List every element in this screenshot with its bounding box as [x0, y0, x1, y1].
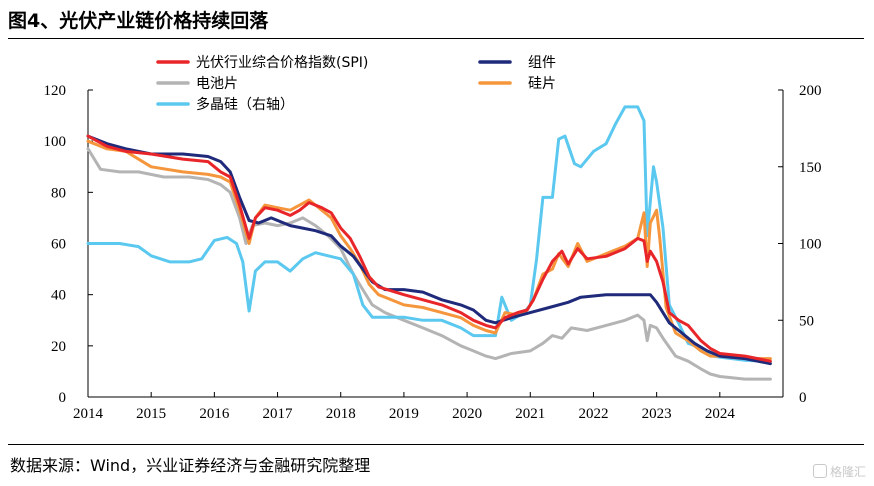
axes: 0 20 40 60 80 100 120 0 50 100 150 200 2014 2015 2016 2… [44, 83, 822, 422]
x-tick-label: 2017 [263, 406, 294, 422]
title-divider [8, 38, 864, 39]
y-left-tick-label: 80 [51, 185, 66, 201]
x-tick-label: 2024 [705, 406, 736, 422]
x-tick-label: 2018 [326, 406, 356, 422]
series-line-4 [86, 105, 772, 364]
legend-label-1: 组件 [528, 55, 556, 71]
y-left-tick-label: 60 [51, 237, 66, 253]
chart-title: 图4、光伏产业链价格持续回落 [8, 10, 269, 32]
x-tick-label: 2019 [389, 406, 419, 422]
watermark: 格隆汇 [812, 463, 866, 480]
legend-label-4: 多晶硅（右轴） [196, 96, 294, 113]
legend-label-3: 硅片 [528, 76, 556, 92]
legend-label-2: 电池片 [196, 76, 238, 92]
data-source: 数据来源：Wind，兴业证券经济与金融研究院整理 [10, 456, 371, 475]
y-left-tick-label: 40 [51, 288, 66, 304]
watermark-logo-icon [812, 464, 827, 478]
series-line-1 [86, 134, 772, 366]
series-line-3 [86, 139, 772, 361]
y-right-tick-label: 0 [799, 390, 807, 406]
x-tick-label: 2020 [452, 406, 482, 422]
watermark-text: 格隆汇 [829, 465, 866, 479]
source-divider [8, 444, 864, 445]
y-right-tick-label: 150 [799, 160, 822, 176]
series-line-0 [86, 134, 772, 363]
y-right-tick-label: 100 [799, 237, 822, 253]
series-lines [86, 105, 772, 381]
x-tick-label: 2014 [73, 406, 104, 422]
x-tick-label: 2023 [642, 406, 672, 422]
x-tick-label: 2015 [136, 406, 166, 422]
x-tick-label: 2022 [578, 406, 608, 422]
y-left-tick-label: 20 [51, 339, 66, 355]
y-right-tick-label: 200 [799, 83, 822, 99]
x-tick-label: 2016 [199, 406, 230, 422]
legend-label-0: 光伏行业综合价格指数(SPI) [196, 55, 368, 71]
y-left-tick-label: 0 [59, 390, 67, 406]
y-left-tick-label: 100 [44, 134, 67, 150]
y-right-tick-label: 50 [799, 313, 814, 329]
x-tick-label: 2021 [515, 406, 545, 422]
chart-area: 0 20 40 60 80 100 120 0 50 100 150 200 2014 2015 2016 2… [44, 55, 822, 422]
y-left-tick-label: 120 [44, 83, 67, 99]
series-line-2 [86, 147, 772, 381]
